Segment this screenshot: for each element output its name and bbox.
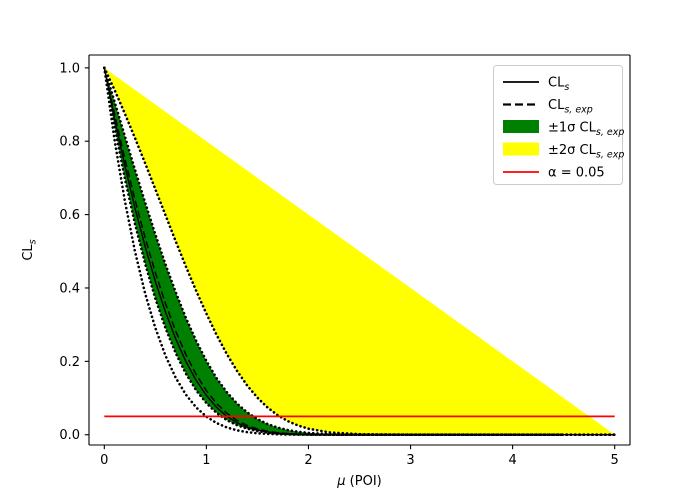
y-tick-label: 0.8 [59,135,80,150]
x-tick-label: 5 [611,453,619,468]
legend-item-observed[interactable]: CLs [503,76,569,94]
x-axis-label-suffix: (POI) [346,474,382,489]
svg-text:CLs: CLs [21,239,39,260]
legend-item-one-sigma[interactable]: ±1σ CLs, exp [503,120,624,138]
axes-frame [88,54,631,446]
observed-cls-line [103,67,615,436]
y-tick-label: 0.2 [59,355,80,370]
legend-label-observed: CLs [548,76,569,94]
legend: CLs CLs, exp ±1σ CLs, exp ±2σ CLs, exp α = 0… [493,65,624,185]
legend-swatch-two-sigma [503,142,539,156]
legend-label-one-sigma: ±1σ CLs, exp [548,121,624,139]
x-axis-label: μ (POI) [336,474,381,489]
legend-items: CLs CLs, exp ±1σ CLs, exp ±2σ CLs, exp α = 0… [503,76,624,181]
x-tick-label: 3 [406,453,414,468]
legend-item-alpha[interactable]: α = 0.05 [503,166,605,181]
legend-label-expected: CLs, exp [548,98,593,116]
x-tick-label: 2 [304,453,312,468]
y-tick-label: 0.6 [59,208,80,223]
y-axis-label: CLs [21,239,39,260]
legend-swatch-one-sigma [503,120,539,133]
x-tick-label: 4 [508,453,516,468]
legend-label-alpha: α = 0.05 [548,166,605,181]
two-sigma-band [104,67,615,435]
x-tick-label: 1 [202,453,210,468]
legend-item-expected[interactable]: CLs, exp [503,98,593,116]
y-axis-label-sub: s [28,239,39,244]
legend-item-two-sigma[interactable]: ±2σ CLs, exp [503,142,624,161]
y-tick-label: 0.4 [59,281,80,296]
y-axis-label-main: CL [21,244,36,261]
ticks-layer: 0 1 2 3 4 5 0.0 0.2 0.4 0.6 0.8 1.0 [59,61,619,468]
y-tick-label: 0.0 [59,428,80,443]
legend-label-two-sigma: ±2σ CLs, exp [548,143,624,161]
x-tick-label: 0 [100,453,108,468]
y-tick-label: 1.0 [59,61,80,76]
expected-cls-line [103,67,615,436]
x-axis-label-symbol: μ [336,474,345,489]
data-layer [103,66,616,437]
